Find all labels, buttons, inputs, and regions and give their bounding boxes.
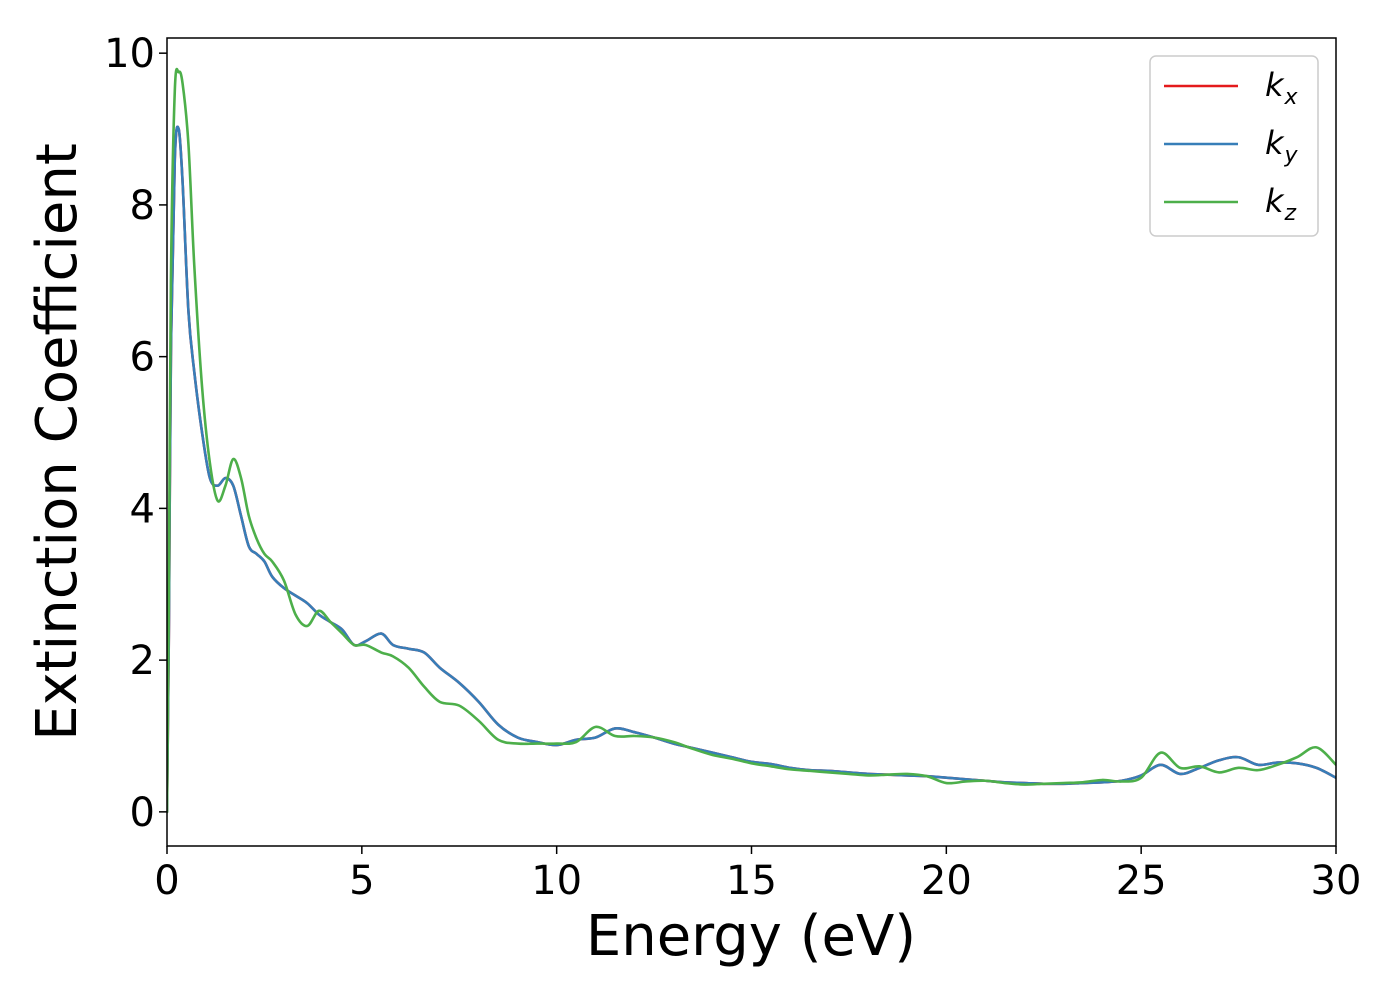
x-tick-label: 10 [531, 858, 582, 904]
legend-label-y: ky [1265, 124, 1299, 168]
x-tick-label: 25 [1116, 858, 1167, 904]
x-tick-label: 20 [921, 858, 972, 904]
y-tick-label: 6 [130, 335, 155, 381]
legend-label-subscript: y [1284, 143, 1299, 168]
y-tick-label: 4 [130, 486, 155, 532]
legend-label-x: kx [1265, 66, 1299, 110]
y-tick-label: 10 [104, 31, 155, 77]
x-tick-label: 0 [154, 858, 179, 904]
y-axis-title: Extinction Coefficient [25, 143, 90, 741]
y-axis: 0 2 4 6 8 10 [104, 31, 167, 836]
legend-box [1149, 55, 1319, 237]
x-tick-label: 30 [1311, 858, 1362, 904]
legend-label-subscript: x [1284, 85, 1299, 110]
x-tick-label: 5 [349, 858, 374, 904]
series-layer [167, 67, 1336, 814]
legend-label-z: kz [1265, 182, 1297, 226]
legend-label-base: k [1265, 124, 1285, 162]
y-tick-label: 2 [130, 638, 155, 684]
legend-label-subscript: z [1284, 201, 1297, 226]
x-tick-label: 15 [726, 858, 777, 904]
legend-label-base: k [1265, 182, 1285, 220]
legend-label-base: k [1265, 66, 1285, 104]
y-tick-label: 8 [130, 183, 155, 229]
x-axis: 0 5 10 15 20 25 30 [154, 846, 1361, 904]
series-line-z [167, 67, 1336, 814]
y-tick-label: 0 [130, 790, 155, 836]
x-axis-title: Energy (eV) [586, 904, 916, 969]
